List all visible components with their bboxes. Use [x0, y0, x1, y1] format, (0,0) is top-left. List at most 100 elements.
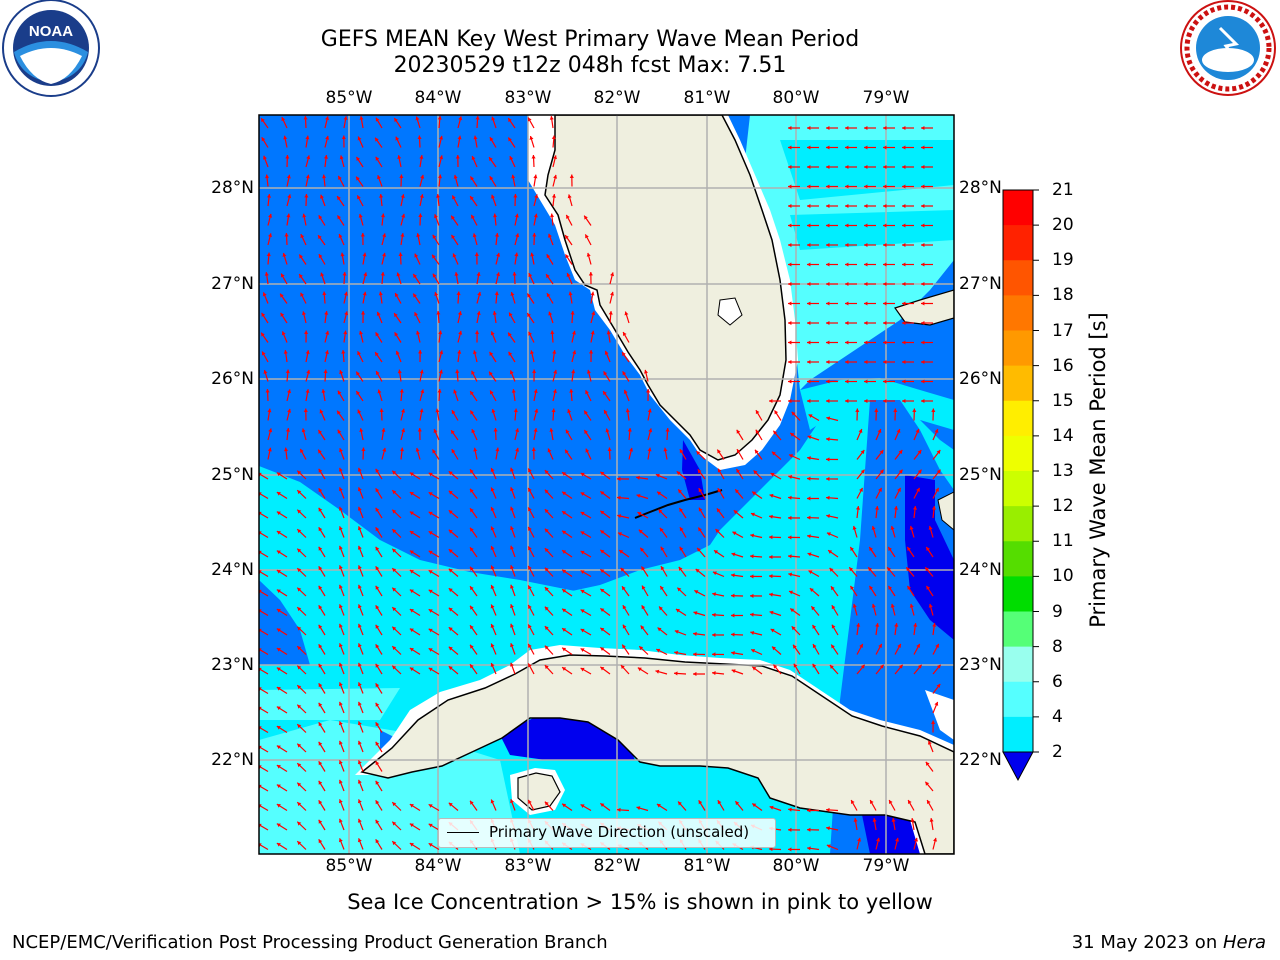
wave-arrow-head	[470, 488, 474, 493]
wave-arrow-head	[774, 410, 779, 415]
colorbar-segment	[1003, 400, 1033, 437]
wave-arrow-head	[826, 495, 830, 500]
wave-arrow-head	[428, 804, 433, 808]
wave-arrow-head	[717, 449, 721, 454]
wave-arrow-head	[392, 646, 397, 651]
wave-arrow-head	[318, 254, 323, 259]
colorbar-segment	[1003, 576, 1033, 612]
wave-arrow-head	[826, 203, 830, 209]
wave-arrow-head	[409, 570, 414, 574]
wave-arrow-head	[357, 351, 361, 356]
wave-arrow-head	[769, 514, 773, 519]
wave-arrow-head	[826, 826, 831, 831]
wave-arrow-head	[392, 587, 397, 592]
wave-arrow-head	[717, 488, 722, 493]
wave-arrow-head	[849, 567, 854, 572]
wave-arrow-head	[600, 666, 605, 671]
wave-arrow-head	[584, 410, 588, 415]
wave-arrow-head	[419, 369, 424, 374]
wave-arrow-head	[394, 313, 398, 318]
wave-arrow-head	[261, 118, 265, 123]
wave-arrow-head	[605, 428, 610, 433]
wave-arrow-head	[935, 643, 939, 648]
wave-arrow-head	[297, 841, 302, 846]
wave-arrow-head	[455, 155, 460, 159]
wave-arrow-head	[515, 233, 520, 238]
wave-arrow-head	[301, 428, 306, 433]
wave-arrow-head	[415, 116, 420, 121]
wave-arrow-head	[736, 429, 741, 434]
noaa-logo: NOAA	[2, 0, 100, 97]
wave-arrow-head	[490, 545, 495, 550]
wave-arrow-head	[375, 566, 380, 571]
wave-arrow-head	[528, 604, 532, 609]
wave-arrow-head	[636, 475, 640, 480]
wave-arrow-head	[625, 408, 630, 413]
wave-arrow-head	[755, 410, 760, 415]
wave-arrow-head	[910, 818, 915, 822]
wave-arrow-head	[527, 293, 531, 298]
wave-arrow-head	[872, 818, 877, 822]
wave-arrow-head	[392, 821, 397, 826]
wave-arrow-head	[375, 722, 380, 727]
wave-arrow-head	[812, 644, 817, 649]
wave-arrow-head	[864, 242, 868, 248]
wave-arrow-head	[276, 570, 281, 574]
wave-arrow-head	[859, 487, 863, 492]
wave-arrow-head	[264, 174, 270, 179]
wave-arrow-head	[280, 312, 285, 317]
wave-arrow-head	[580, 609, 585, 613]
wave-arrow-head	[470, 196, 474, 201]
wave-arrow-head	[912, 506, 918, 510]
colorbar-segment	[1003, 541, 1033, 577]
wave-arrow-head	[533, 428, 538, 432]
wave-arrow-head	[448, 588, 453, 593]
wave-arrow-head	[678, 489, 682, 494]
wave-arrow-head	[375, 468, 380, 473]
wave-arrow-head	[546, 293, 551, 298]
wave-arrow-head	[325, 116, 330, 121]
wave-arrow-head	[451, 410, 456, 415]
wave-arrow-head	[622, 605, 627, 610]
legend-label: Primary Wave Direction (unscaled)	[489, 823, 750, 841]
wave-arrow-head	[490, 487, 495, 492]
wave-arrow-head	[428, 550, 433, 555]
wave-arrow-head	[659, 527, 664, 532]
legend-line-swatch	[447, 832, 479, 833]
wave-arrow-head	[394, 118, 398, 123]
wave-arrow-head	[807, 340, 811, 345]
wave-arrow-head	[357, 662, 362, 667]
wave-arrow-head	[788, 807, 792, 812]
wave-arrow-head	[636, 493, 641, 498]
wave-arrow-head	[527, 313, 531, 318]
wave-arrow-head	[509, 370, 514, 375]
wave-arrow-head	[544, 509, 549, 514]
wave-arrow-head	[490, 799, 495, 804]
wave-arrow-head	[285, 428, 291, 432]
wave-arrow-head	[580, 589, 585, 594]
wave-arrow-head	[788, 515, 792, 520]
wave-arrow-head	[831, 605, 836, 610]
wave-arrow-head	[375, 761, 380, 766]
wave-arrow-head	[580, 667, 585, 672]
wave-arrow-head	[356, 371, 360, 376]
footer-date: 31 May 2023 on Hera	[1072, 932, 1266, 953]
wave-arrow-head	[375, 780, 380, 785]
wave-arrow-head	[375, 741, 380, 746]
wave-arrow-head	[528, 526, 532, 531]
wave-arrow-head	[434, 292, 439, 297]
wave-arrow-head	[546, 254, 551, 259]
wave-arrow-head	[417, 135, 422, 140]
wave-arrow-head	[382, 447, 387, 452]
wave-arrow-head	[472, 233, 477, 238]
wave-arrow-head	[752, 803, 757, 808]
wave-arrow-head	[936, 469, 941, 474]
wave-arrow-head	[622, 644, 626, 649]
wave-arrow-head	[550, 330, 555, 335]
wave-arrow-head	[883, 340, 887, 345]
wave-arrow-head	[864, 223, 868, 228]
wave-arrow-head	[546, 274, 550, 279]
wave-arrow-head	[471, 370, 475, 375]
wave-arrow-head	[531, 155, 536, 159]
wave-arrow-head	[375, 117, 380, 122]
